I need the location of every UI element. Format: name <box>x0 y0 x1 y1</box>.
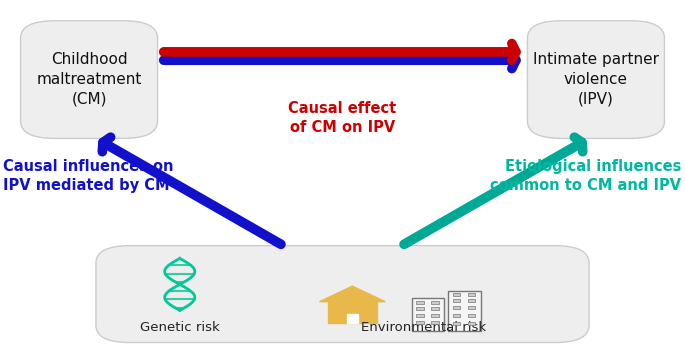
Bar <box>416 307 424 310</box>
Bar <box>432 307 438 310</box>
Bar <box>453 322 460 325</box>
Bar <box>432 314 438 317</box>
Bar <box>468 293 475 296</box>
Bar <box>416 314 424 317</box>
Bar <box>468 306 475 309</box>
Text: Intimate partner
violence
(IPV): Intimate partner violence (IPV) <box>533 52 659 107</box>
Bar <box>416 301 424 304</box>
Text: Causal effect
of CM on IPV: Causal effect of CM on IPV <box>288 101 397 135</box>
Bar <box>468 314 475 317</box>
Bar <box>468 299 475 302</box>
Bar <box>412 298 445 331</box>
Bar <box>453 293 460 296</box>
FancyBboxPatch shape <box>96 246 589 343</box>
Bar <box>432 321 438 324</box>
FancyBboxPatch shape <box>527 21 664 138</box>
Bar <box>327 302 377 323</box>
Text: Etiological influences
common to CM and IPV: Etiological influences common to CM and … <box>490 159 682 193</box>
Bar <box>468 322 475 325</box>
Bar <box>453 314 460 317</box>
FancyBboxPatch shape <box>21 21 158 138</box>
Bar <box>448 291 481 331</box>
Bar <box>432 301 438 304</box>
Text: Childhood
maltreatment
(CM): Childhood maltreatment (CM) <box>36 52 142 107</box>
Polygon shape <box>319 286 385 302</box>
Text: Genetic risk: Genetic risk <box>140 321 220 334</box>
Bar <box>347 313 358 323</box>
Bar <box>453 299 460 302</box>
Bar <box>453 306 460 309</box>
Bar <box>416 321 424 324</box>
Text: Environmental risk: Environmental risk <box>361 321 486 334</box>
Text: Causal influences on
IPV mediated by CM: Causal influences on IPV mediated by CM <box>3 159 174 193</box>
